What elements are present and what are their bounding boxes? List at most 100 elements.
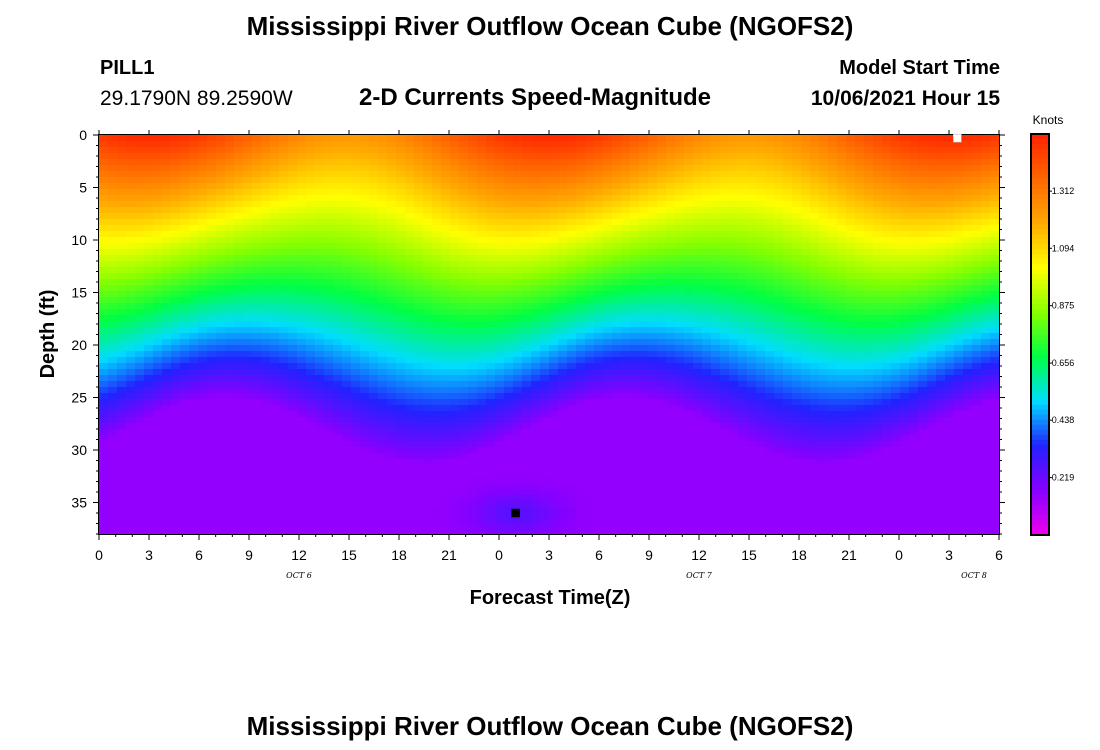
- heatmap-cell: [675, 219, 685, 226]
- heatmap-cell: [675, 231, 685, 238]
- heatmap-cell: [153, 153, 163, 160]
- heatmap-cell: [441, 231, 451, 238]
- heatmap-cell: [477, 525, 487, 532]
- heatmap-cell: [639, 441, 649, 448]
- heatmap-cell: [729, 507, 739, 514]
- heatmap-cell: [549, 525, 559, 532]
- heatmap-cell: [639, 423, 649, 430]
- heatmap-cell: [396, 471, 406, 478]
- heatmap-cell: [225, 201, 235, 208]
- heatmap-cell: [441, 153, 451, 160]
- heatmap-cell: [495, 393, 505, 400]
- heatmap-cell: [468, 471, 478, 478]
- heatmap-cell: [738, 315, 748, 322]
- heatmap-cell: [315, 453, 325, 460]
- heatmap-cell: [549, 405, 559, 412]
- heatmap-cell: [288, 219, 298, 226]
- heatmap-cell: [738, 357, 748, 364]
- heatmap-cell: [603, 333, 613, 340]
- heatmap-cell: [504, 273, 514, 280]
- heatmap-cell: [198, 471, 208, 478]
- heatmap-cell: [630, 147, 640, 154]
- heatmap-cell: [315, 513, 325, 520]
- heatmap-cell: [702, 387, 712, 394]
- heatmap-cell: [306, 177, 316, 184]
- heatmap-cell: [144, 495, 154, 502]
- heatmap-cell: [198, 405, 208, 412]
- heatmap-cell: [405, 315, 415, 322]
- heatmap-cell: [621, 465, 631, 472]
- heatmap-cell: [549, 249, 559, 256]
- heatmap-cell: [162, 501, 172, 508]
- heatmap-cell: [513, 285, 523, 292]
- heatmap-cell: [495, 399, 505, 406]
- heatmap-cell: [333, 393, 343, 400]
- heatmap-cell: [468, 159, 478, 166]
- heatmap-cell: [630, 453, 640, 460]
- heatmap-cell: [135, 201, 145, 208]
- heatmap-cell: [450, 207, 460, 214]
- heatmap-cell: [612, 507, 622, 514]
- heatmap-cell: [585, 159, 595, 166]
- heatmap-cell: [486, 303, 496, 310]
- heatmap-cell: [207, 153, 217, 160]
- heatmap-cell: [540, 141, 550, 148]
- heatmap-cell: [657, 405, 667, 412]
- heatmap-cell: [333, 405, 343, 412]
- heatmap-cell: [756, 411, 766, 418]
- heatmap-cell: [504, 471, 514, 478]
- heatmap-cell: [234, 357, 244, 364]
- heatmap-cell: [252, 261, 262, 268]
- heatmap-cell: [279, 165, 289, 172]
- heatmap-cell: [117, 405, 127, 412]
- heatmap-cell: [657, 465, 667, 472]
- heatmap-cell: [612, 213, 622, 220]
- heatmap-cell: [495, 291, 505, 298]
- heatmap-cell: [99, 207, 109, 214]
- heatmap-cell: [351, 297, 361, 304]
- heatmap-cell: [108, 135, 118, 142]
- heatmap-cell: [432, 507, 442, 514]
- heatmap-cell: [333, 273, 343, 280]
- heatmap-cell: [108, 399, 118, 406]
- heatmap-cell: [504, 381, 514, 388]
- heatmap-cell: [648, 513, 658, 520]
- heatmap-cell: [648, 249, 658, 256]
- heatmap-cell: [225, 417, 235, 424]
- heatmap-cell: [450, 351, 460, 358]
- heatmap-cell: [585, 429, 595, 436]
- heatmap-cell: [738, 339, 748, 346]
- heatmap-cell: [198, 453, 208, 460]
- heatmap-cell: [513, 357, 523, 364]
- heatmap-cell: [198, 375, 208, 382]
- heatmap-cell: [621, 429, 631, 436]
- heatmap-cell: [378, 297, 388, 304]
- heatmap-cell: [216, 489, 226, 496]
- heatmap-cell: [477, 159, 487, 166]
- heatmap-cell: [117, 345, 127, 352]
- heatmap-cell: [720, 183, 730, 190]
- heatmap-cell: [513, 279, 523, 286]
- heatmap-cell: [702, 471, 712, 478]
- heatmap-cell: [405, 261, 415, 268]
- heatmap-cell: [693, 441, 703, 448]
- heatmap-cell: [378, 165, 388, 172]
- heatmap-cell: [639, 321, 649, 328]
- heatmap-cell: [225, 423, 235, 430]
- heatmap-cell: [144, 321, 154, 328]
- heatmap-cell: [567, 279, 577, 286]
- heatmap-cell: [225, 159, 235, 166]
- heatmap-cell: [153, 477, 163, 484]
- heatmap-cell: [126, 177, 136, 184]
- heatmap-cell: [270, 519, 280, 526]
- heatmap-cell: [639, 363, 649, 370]
- heatmap-cell: [270, 309, 280, 316]
- heatmap-cell: [675, 417, 685, 424]
- heatmap-cell: [162, 189, 172, 196]
- heatmap-cell: [306, 399, 316, 406]
- heatmap-cell: [585, 255, 595, 262]
- heatmap-cell: [153, 339, 163, 346]
- heatmap-cell: [342, 441, 352, 448]
- heatmap-cell: [666, 153, 676, 160]
- heatmap-cell: [396, 147, 406, 154]
